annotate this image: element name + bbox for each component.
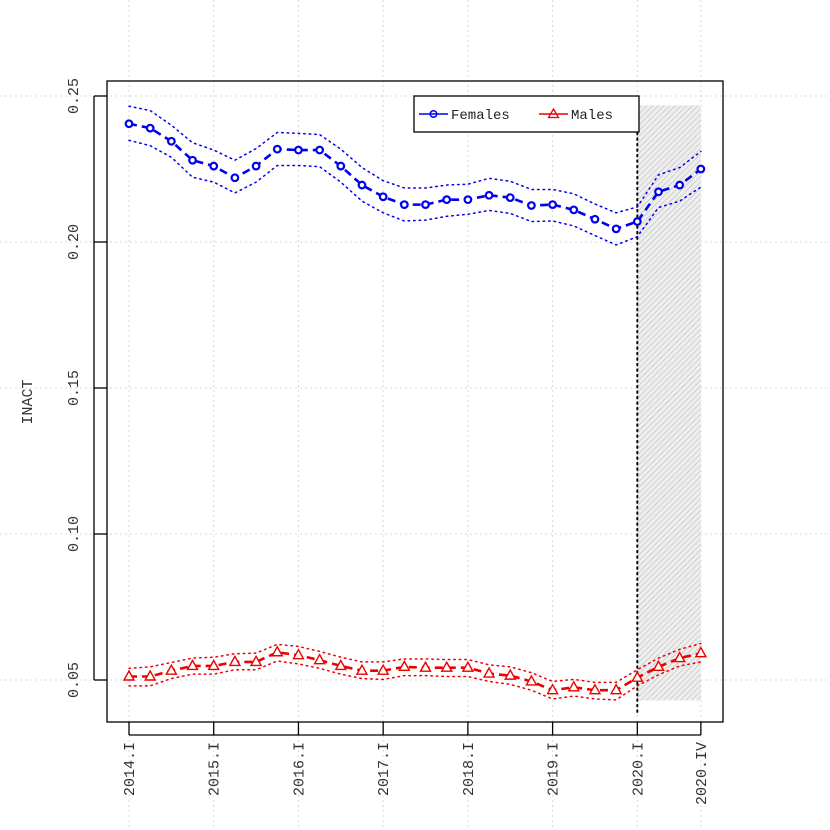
data-point — [609, 683, 623, 695]
data-point — [272, 144, 282, 154]
data-point — [357, 180, 367, 190]
series-layer — [122, 105, 708, 701]
data-point — [632, 217, 642, 226]
y-tick-label: 0.10 — [66, 516, 83, 552]
x-tick-label: 2014.I — [122, 742, 139, 796]
series-line — [128, 122, 702, 231]
x-tick-label: 2015.I — [207, 742, 224, 796]
data-point — [673, 651, 686, 663]
data-point — [376, 663, 390, 675]
data-point — [271, 645, 284, 657]
data-point — [145, 123, 155, 133]
series-line — [129, 650, 702, 692]
data-point — [398, 659, 411, 672]
data-point — [694, 646, 708, 658]
data-point — [315, 145, 325, 155]
data-point — [292, 648, 305, 660]
data-point — [355, 663, 369, 675]
legend-label-males: Males — [571, 108, 613, 124]
data-point — [482, 666, 496, 678]
data-point — [143, 669, 157, 681]
data-point — [484, 190, 494, 200]
data-point — [188, 155, 197, 165]
x-tick-label: 2020.I — [630, 742, 647, 796]
data-point — [696, 164, 706, 174]
data-point — [313, 653, 326, 665]
y-axis-label: INACT — [20, 379, 37, 424]
data-point — [421, 200, 430, 210]
y-tick-label: 0.15 — [66, 370, 83, 406]
data-point — [165, 663, 178, 675]
forecast-band — [636, 104, 701, 713]
upper-bound-line — [128, 642, 702, 684]
data-point — [588, 683, 602, 695]
y-axis: 0.05 0.10 0.15 0.20 0.25 — [66, 78, 107, 698]
data-point — [186, 659, 199, 671]
data-point — [334, 659, 347, 671]
data-point — [569, 205, 579, 215]
data-point — [567, 680, 580, 692]
data-point — [336, 161, 346, 171]
x-tick-label: 2017.I — [376, 742, 393, 796]
series-males — [122, 642, 708, 701]
data-point — [504, 668, 517, 680]
forecast-region — [637, 105, 701, 701]
data-point — [124, 119, 134, 129]
legend-marker-females — [429, 109, 438, 119]
data-point — [378, 192, 388, 202]
data-point — [251, 161, 261, 171]
lower-bound-line — [128, 139, 702, 246]
data-point — [505, 193, 515, 203]
data-point — [546, 683, 559, 695]
y-tick-label: 0.25 — [66, 78, 83, 114]
legend-label-females: Females — [451, 108, 510, 124]
data-point — [525, 674, 538, 686]
data-point — [294, 145, 303, 155]
data-point — [249, 654, 263, 667]
data-point — [590, 214, 600, 224]
data-point — [463, 195, 473, 205]
data-point — [675, 180, 685, 190]
data-point — [442, 195, 452, 205]
data-point — [461, 660, 475, 672]
data-point — [611, 224, 621, 234]
series-females — [124, 105, 706, 246]
data-point — [399, 200, 409, 210]
data-point — [527, 201, 536, 210]
data-point — [122, 669, 136, 681]
legend-box — [413, 95, 640, 133]
data-point — [419, 660, 432, 672]
data-point — [209, 161, 219, 171]
data-point — [631, 670, 644, 682]
data-point — [166, 136, 176, 146]
y-tick-label: 0.05 — [66, 662, 83, 698]
y-tick-label: 0.20 — [66, 224, 83, 260]
data-point — [652, 659, 665, 672]
data-point — [548, 200, 557, 210]
x-tick-label: 2019.I — [546, 742, 563, 796]
x-tick-label: 2016.I — [291, 742, 308, 796]
upper-bound-line — [128, 105, 702, 214]
legend-marker-males — [547, 107, 560, 119]
data-point — [228, 654, 242, 667]
x-tick-label: 2018.I — [461, 742, 478, 796]
legend: Females Males — [413, 95, 640, 133]
data-point — [440, 660, 453, 672]
data-point — [230, 173, 240, 183]
plot-frame — [106, 80, 724, 723]
data-point — [207, 659, 220, 671]
x-axis: 2014.I 2015.I 2016.I 2017.I 2018.I 2019.I 2020… — [122, 722, 711, 805]
x-tick-label: 2020.IV — [694, 742, 711, 805]
data-point — [654, 187, 663, 197]
lower-bound-line — [128, 660, 702, 701]
